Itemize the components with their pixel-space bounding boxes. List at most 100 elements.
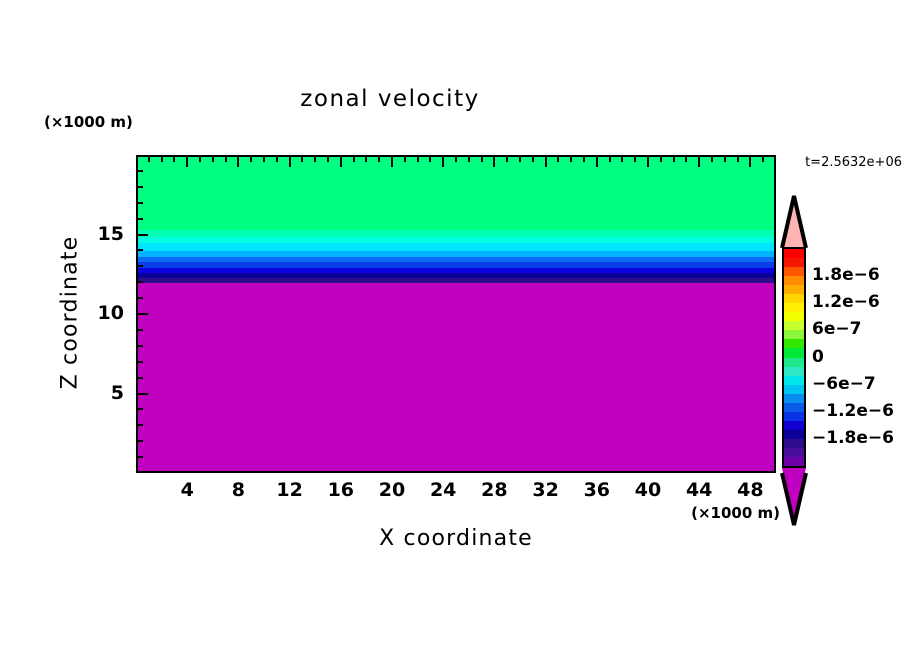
x-axis-minor-tick	[416, 155, 419, 162]
x-axis-minor-tick	[467, 155, 470, 162]
x-axis-minor-tick	[711, 155, 713, 162]
y-axis-minor-tick	[136, 376, 143, 379]
x-axis-title: X coordinate	[379, 526, 533, 551]
y-axis-minor-tick	[136, 424, 143, 427]
colorbar-tick-label: −6e−7	[812, 373, 876, 394]
colorbar-band	[784, 429, 804, 440]
x-axis-minor-tick	[762, 155, 765, 162]
x-axis-tick-label: 20	[378, 479, 406, 501]
x-axis-minor-tick	[723, 155, 726, 162]
colorbar-band	[784, 411, 804, 422]
x-axis-major-tick	[288, 155, 291, 167]
colorbar-band	[784, 303, 804, 313]
contour-band	[138, 230, 774, 238]
contour-band	[138, 268, 774, 274]
x-axis-minor-tick	[160, 155, 163, 162]
x-axis-tick-label: 16	[327, 479, 355, 501]
contour-band	[138, 257, 774, 263]
colorbar	[782, 247, 806, 468]
colorbar-band	[784, 438, 804, 449]
contour-plot-area	[136, 155, 776, 473]
x-axis-minor-tick	[531, 155, 534, 162]
x-axis-tick-label: 24	[429, 479, 457, 501]
x-axis-tick-label: 12	[276, 479, 303, 501]
x-axis-minor-tick	[634, 155, 637, 162]
x-axis-minor-tick	[506, 155, 509, 162]
x-axis-tick-label: 8	[231, 479, 245, 501]
x-axis-major-tick	[698, 155, 701, 167]
colorbar-tick-label: −1.8e−6	[812, 427, 894, 448]
x-axis-major-tick	[442, 155, 445, 167]
colorbar-band	[784, 447, 804, 458]
y-axis-minor-tick	[136, 169, 143, 172]
contour-band	[138, 250, 774, 258]
x-axis-minor-tick	[224, 155, 227, 162]
x-axis-minor-tick	[250, 155, 253, 162]
x-axis-major-tick	[749, 155, 752, 167]
x-axis-major-tick	[391, 155, 393, 167]
colorbar-band	[784, 357, 804, 368]
colorbar-band	[784, 321, 804, 331]
x-axis-minor-tick	[173, 155, 176, 162]
contour-band	[138, 282, 774, 471]
x-axis-minor-tick	[455, 155, 457, 162]
colorbar-band	[784, 339, 804, 349]
colorbar-band	[784, 402, 804, 413]
x-axis-minor-tick	[365, 155, 368, 162]
colorbar-band	[784, 366, 804, 377]
x-axis-major-tick	[339, 155, 342, 167]
x-axis-minor-tick	[378, 155, 381, 162]
x-axis-tick-label: 44	[685, 479, 713, 501]
colorbar-band	[784, 249, 804, 259]
page-title: zonal velocity	[300, 86, 480, 112]
contour-band	[138, 157, 774, 231]
contour-band	[138, 277, 774, 284]
x-axis-minor-tick	[685, 155, 688, 162]
y-axis-tick-label: 15	[97, 222, 124, 245]
z-axis-unit-label: (×1000 m)	[44, 113, 133, 131]
colorbar-band	[784, 312, 804, 322]
y-axis-minor-tick	[136, 328, 143, 331]
colorbar-tick-label: 0	[812, 346, 824, 367]
x-axis-unit-label: (×1000 m)	[691, 504, 780, 522]
x-axis-tick-label: 48	[737, 479, 764, 501]
timestamp-label: t=2.5632e+06	[805, 155, 902, 170]
y-axis-minor-tick	[136, 185, 143, 188]
x-axis-minor-tick	[519, 155, 521, 162]
y-axis-tick-label: 5	[110, 381, 124, 404]
x-axis-minor-tick	[275, 155, 278, 162]
x-axis-minor-tick	[301, 155, 304, 162]
x-axis-major-tick	[186, 155, 189, 167]
x-axis-minor-tick	[608, 155, 611, 162]
x-axis-minor-tick	[480, 155, 483, 162]
x-axis-minor-tick	[429, 155, 432, 162]
x-axis-major-tick	[647, 155, 649, 167]
x-axis-major-tick	[544, 155, 547, 167]
colorbar-band	[784, 330, 804, 340]
x-axis-tick-label: 36	[583, 479, 611, 501]
x-axis-minor-tick	[583, 155, 585, 162]
x-axis-minor-tick	[263, 155, 265, 162]
colorbar-band	[784, 456, 804, 466]
colorbar-under-arrow	[782, 468, 806, 518]
x-axis-minor-tick	[570, 155, 573, 162]
y-axis-minor-tick	[136, 408, 143, 411]
colorbar-band	[784, 285, 804, 295]
x-axis-minor-tick	[352, 155, 355, 162]
x-axis-tick-label: 32	[532, 479, 559, 501]
x-axis-minor-tick	[199, 155, 201, 162]
y-axis-minor-tick	[136, 281, 143, 284]
y-axis-major-tick	[136, 233, 148, 236]
x-axis-minor-tick	[672, 155, 675, 162]
y-axis-minor-tick	[136, 297, 143, 300]
y-axis-minor-tick	[136, 265, 143, 268]
contour-band	[138, 273, 774, 279]
x-axis-tick-label: 4	[180, 479, 194, 501]
colorbar-band	[784, 420, 804, 431]
x-axis-minor-tick	[403, 155, 406, 162]
x-axis-tick-label: 28	[481, 479, 508, 501]
contour-band	[138, 236, 774, 244]
y-axis-major-tick	[136, 313, 148, 315]
colorbar-tick-label: 1.2e−6	[812, 292, 880, 313]
y-axis-minor-tick	[136, 344, 143, 347]
